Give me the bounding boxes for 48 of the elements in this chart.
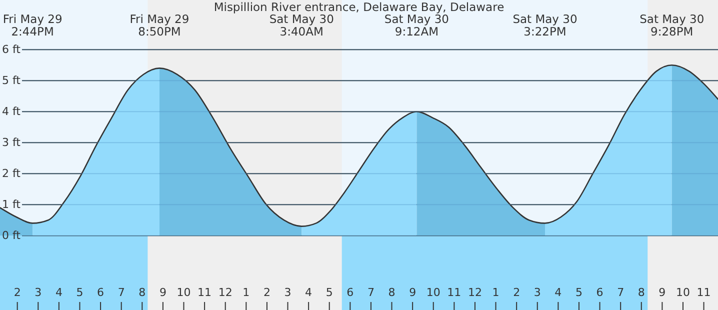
y-tick-label: 4 ft <box>2 105 22 118</box>
x-tick-label: 4 <box>55 286 62 299</box>
x-tick-label: 12 <box>218 286 232 299</box>
y-tick-label: 6 ft <box>2 43 22 56</box>
x-tick-label: 8 <box>638 286 645 299</box>
x-tick-label: 7 <box>118 286 125 299</box>
y-tick-label: 5 ft <box>2 74 22 88</box>
x2-tick-label: Sat May 30 3:22PM <box>512 12 578 38</box>
x-tick-label: 1 <box>492 286 500 299</box>
x-tick-label: 8 <box>138 286 146 299</box>
chart-title: Mispillion River entrance, Delaware Bay, Delaware <box>214 0 504 14</box>
x-tick-label: 11 <box>447 286 462 299</box>
x-tick-label: 9 <box>409 286 416 299</box>
x-tick-label: 5 <box>326 286 333 299</box>
x-tick-label: 3 <box>34 286 42 299</box>
x-tick-label: 5 <box>76 286 84 299</box>
x-tick-label: 7 <box>617 286 624 299</box>
x-tick-label: 3 <box>534 286 541 299</box>
y-tick-label: 2 ft <box>2 167 22 180</box>
x-tick-label: 6 <box>596 286 604 299</box>
x-tick-label: 5 <box>575 286 582 299</box>
x-tick-label: 1 <box>242 286 250 299</box>
x-tick-label: 6 <box>97 286 104 299</box>
x-tick-label: 11 <box>696 286 711 299</box>
x-tick-label: 8 <box>388 286 396 299</box>
x-tick-label: 11 <box>198 286 212 299</box>
x-tick-label: 2 <box>263 286 270 299</box>
x-tick-label: 12 <box>468 286 482 299</box>
y-tick-label: 3 ft <box>2 136 22 150</box>
x2-tick-label: Fri May 29 8:50PM <box>130 12 190 38</box>
x-tick-label: 10 <box>176 286 191 299</box>
x-tick-label: 10 <box>426 286 440 299</box>
x-tick-label: 7 <box>367 286 374 299</box>
x-tick-label: 3 <box>284 286 292 299</box>
x2-tick-label: Fri May 29 2:44PM <box>2 12 62 38</box>
x2-tick-label: Sat May 30 9:28PM <box>640 12 704 38</box>
y-tick-label: 1 ft <box>2 198 22 212</box>
x-tick-label: 6 <box>346 286 354 299</box>
y-tick-label: 0 ft <box>2 229 22 242</box>
x-tick-label: 4 <box>554 286 562 299</box>
x-tick-label: 2 <box>513 286 520 299</box>
x2-tick-label: Sat May 30 3:40AM <box>269 12 334 38</box>
x-tick-label: 10 <box>676 286 690 299</box>
x-tick-label: 4 <box>305 286 312 299</box>
x-tick-label: 2 <box>14 286 21 299</box>
x-tick-label: 9 <box>658 286 666 299</box>
x2-tick-label: Sat May 30 9:12AM <box>384 12 450 38</box>
x-tick-label: 9 <box>159 286 166 299</box>
